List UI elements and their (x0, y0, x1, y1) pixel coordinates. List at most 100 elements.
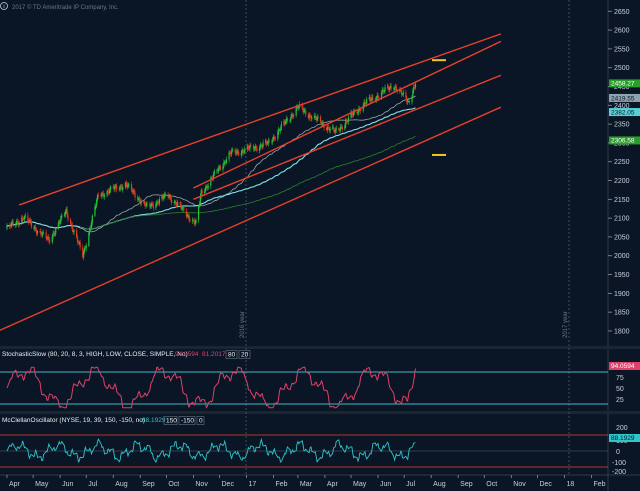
candle-body (112, 186, 114, 188)
candle-body (211, 177, 213, 179)
candle-body (414, 83, 417, 88)
candle-body (219, 166, 221, 170)
candle-body (188, 215, 190, 220)
time-tick-label: Nov (195, 481, 208, 488)
stoch-badge: 94.0594 (611, 363, 635, 370)
candle-body (113, 187, 115, 190)
candle-body (377, 95, 379, 98)
candle-body (390, 86, 392, 89)
candle-body (365, 103, 367, 105)
candle-body (150, 203, 153, 206)
candle-body (292, 114, 294, 117)
info-icon[interactable]: i (0, 2, 8, 11)
candle-body (248, 148, 250, 150)
price-tick-label: 1900 (614, 291, 630, 298)
candle-body (200, 190, 202, 197)
candle-body (382, 89, 384, 92)
candle-body (110, 186, 112, 190)
candle-body (405, 92, 407, 98)
candle-body (334, 130, 336, 133)
candle-body (12, 221, 14, 226)
candle-body (194, 222, 196, 224)
candle-body (6, 225, 8, 229)
candle-body (311, 118, 313, 119)
candle-body (30, 221, 32, 227)
candle-body (145, 203, 147, 206)
candle-body (109, 189, 111, 194)
candle-body (164, 193, 166, 198)
channel-line (18, 33, 502, 206)
candle-body (252, 145, 255, 150)
channel-line (0, 106, 502, 331)
candle-body (290, 116, 292, 121)
candle-body (407, 101, 409, 103)
panel-divider-2[interactable] (0, 411, 640, 414)
price-badge-label: 2458.27 (611, 81, 635, 88)
candle-body (277, 132, 279, 139)
candle-body (302, 108, 304, 112)
candle-body (130, 184, 133, 191)
candle-body (169, 195, 171, 197)
candle-body (387, 86, 390, 90)
candle-body (363, 101, 365, 106)
candle-body (115, 185, 117, 187)
price-tick-label: 2050 (614, 234, 630, 241)
candle-body (225, 159, 228, 164)
candle-body (151, 203, 154, 206)
candle-body (310, 115, 312, 119)
mcc-badge-bg (609, 434, 640, 442)
price-tick-label: 2550 (614, 46, 630, 53)
year-note-2017: 2017 year (563, 311, 569, 338)
candle-body (49, 240, 51, 243)
candle-body (237, 150, 239, 152)
candle-body (134, 192, 136, 198)
time-tick-label: Jun (62, 481, 73, 488)
candle-body (303, 110, 305, 112)
candle-body (192, 219, 194, 221)
candle-body (73, 230, 75, 233)
candle-body (268, 140, 270, 142)
candle-body (204, 191, 206, 193)
candle-body (305, 110, 307, 115)
candle-body (274, 138, 276, 140)
candle-body (15, 224, 17, 226)
candle-body (170, 199, 173, 203)
panel-divider-1[interactable] (0, 346, 640, 349)
candle-body (27, 215, 29, 221)
candle-body (193, 220, 195, 224)
candle-body (307, 114, 309, 118)
candle-body (94, 206, 96, 216)
candle-body (411, 96, 413, 103)
candle-body (70, 223, 73, 226)
candle-body (210, 178, 212, 186)
candle-body (406, 97, 408, 103)
stoch-tick-50: 50 (616, 386, 624, 393)
candle-body (146, 203, 148, 205)
candle-body (101, 193, 103, 197)
candle-body (357, 112, 359, 114)
candle-body (286, 118, 289, 121)
candle-body (256, 148, 258, 151)
candle-body (47, 237, 49, 239)
candle-body (157, 203, 160, 205)
mcc-badge: 88.1929 (611, 435, 635, 442)
price-tick-label: 2400 (614, 103, 630, 110)
candle-body (185, 210, 188, 217)
time-tick-label: Apr (327, 481, 339, 488)
candle-body (230, 152, 232, 155)
candle-body (321, 123, 323, 125)
price-badge-bg (609, 79, 640, 88)
time-tick-label: May (353, 481, 367, 488)
candle-body (155, 204, 157, 208)
time-tick-label: Oct (486, 481, 497, 488)
candle-body (127, 184, 129, 188)
candle-body (158, 198, 161, 204)
price-badge-label: 2382.05 (611, 109, 635, 116)
candle-body (327, 126, 329, 128)
trend-channel (0, 33, 502, 331)
candle-body (389, 86, 391, 89)
candle-body (95, 205, 97, 207)
candle-body (182, 206, 184, 209)
candle-body (400, 90, 403, 95)
price-badge-bg (609, 108, 640, 117)
